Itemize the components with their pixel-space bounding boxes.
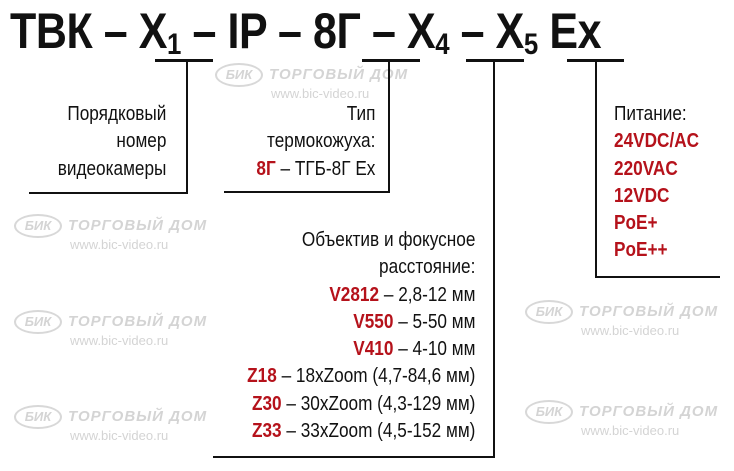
option-code: V550 <box>352 310 394 333</box>
lens-option: Z30 – 30xZoom (4,3-129 мм) <box>247 391 475 418</box>
text-line: Объектив и фокусное <box>301 229 475 251</box>
housing-option: 8Г – ТГБ-8Г Ex <box>256 156 375 183</box>
option-desc: – 5-50 мм <box>393 310 475 333</box>
x1-description: Порядковый номер видеокамеры <box>57 101 166 183</box>
x5-connector <box>595 60 597 278</box>
watermark-logo: БИК ТОРГОВЫЙ ДОМ www.bic-video.ru <box>518 374 718 454</box>
option-desc: – 4-10 мм <box>393 338 475 361</box>
text-line: Питание: <box>614 103 687 125</box>
lens-option: V410 – 4-10 мм <box>247 336 475 363</box>
text-line: Тип <box>346 103 375 125</box>
watermark-logo: БИК ТОРГОВЫЙ ДОМ www.bic-video.ru <box>7 188 207 268</box>
x5-bottom-line <box>595 276 720 278</box>
housing-bottom-line <box>224 191 390 193</box>
title-part: – IP – 8Г – X <box>180 3 436 59</box>
power-description: Питание: 24VDC/AC 220VAC 12VDC PoE+ PoE++ <box>614 101 699 265</box>
option-code: 8Г <box>255 157 276 180</box>
watermark-logo: БИК ТОРГОВЫЙ ДОМ www.bic-video.ru <box>7 284 207 364</box>
lens-option: Z18 – 18xZoom (4,7-84,6 мм) <box>247 363 475 390</box>
text-line: расстояние: <box>378 256 475 279</box>
watermark-logo: БИК ТОРГОВЫЙ ДОМ www.bic-video.ru <box>7 379 207 459</box>
lens-option: Z33 – 33xZoom (4,5-152 мм) <box>247 418 475 445</box>
x4-underline <box>466 59 524 62</box>
text-line: Порядковый <box>66 103 166 125</box>
x1-bottom-line <box>29 192 188 194</box>
option-desc: – 18xZoom (4,7-84,6 мм) <box>276 365 475 388</box>
text-line: номер <box>115 130 166 153</box>
power-option: 24VDC/AC <box>614 130 700 153</box>
lens-description: Объектив и фокусное расстояние: V2812 – … <box>247 227 475 445</box>
power-option: 220VAC <box>614 157 678 180</box>
option-desc: – 30xZoom (4,3-129 мм) <box>281 392 475 415</box>
lens-option: V550 – 5-50 мм <box>247 309 475 336</box>
title-subscript: 4 <box>435 28 450 61</box>
title-part: ТВК – X <box>10 3 168 59</box>
title-part: – X <box>449 3 525 59</box>
option-desc: – 2,8-12 мм <box>378 283 475 306</box>
option-code: Z33 <box>251 420 282 443</box>
housing-connector <box>388 60 390 193</box>
lens-option: V2812 – 2,8-12 мм <box>247 282 475 309</box>
x4-bottom-line <box>213 456 495 458</box>
x1-underline <box>155 59 213 62</box>
option-desc: – ТГБ-8Г Ex <box>275 157 375 180</box>
text-line: видеокамеры <box>57 157 166 180</box>
x1-connector <box>186 60 188 194</box>
title-subscript: 5 <box>523 28 538 61</box>
housing-underline <box>362 59 420 62</box>
text-line: термокожуха: <box>266 130 375 153</box>
model-code-title: ТВК – X1 – IP – 8Г – X4 – X5 Ex <box>10 2 602 62</box>
housing-description: Тип термокожуха: 8Г – ТГБ-8Г Ex <box>256 101 375 183</box>
title-subscript: 1 <box>167 28 181 61</box>
watermark-logo: БИК ТОРГОВЫЙ ДОМ www.bic-video.ru <box>518 274 718 354</box>
power-option: PoE+ <box>614 212 658 235</box>
power-option: 12VDC <box>614 184 670 207</box>
option-code: Z18 <box>246 365 277 388</box>
option-code: V410 <box>352 338 394 361</box>
watermark-logo: БИК ТОРГОВЫЙ ДОМ www.bic-video.ru <box>208 37 408 117</box>
option-code: V2812 <box>328 283 379 306</box>
option-desc: – 33xZoom (4,5-152 мм) <box>281 420 475 443</box>
option-code: Z30 <box>251 392 282 415</box>
power-option: PoE++ <box>614 239 668 262</box>
x4-connector <box>493 60 495 458</box>
title-part: Ex <box>537 3 602 59</box>
